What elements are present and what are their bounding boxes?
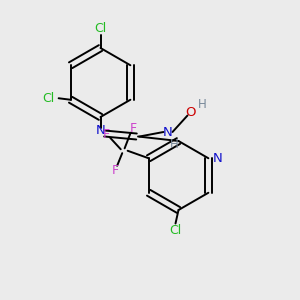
Text: N: N — [96, 124, 105, 137]
Text: Cl: Cl — [94, 22, 106, 35]
Text: H: H — [198, 98, 207, 112]
Text: F: F — [103, 128, 110, 141]
Text: Cl: Cl — [42, 92, 54, 105]
Text: Cl: Cl — [169, 224, 181, 237]
Text: H: H — [170, 137, 179, 151]
Text: N: N — [163, 125, 173, 139]
Text: N: N — [213, 152, 223, 165]
Text: F: F — [130, 122, 137, 135]
Text: F: F — [112, 164, 119, 177]
Text: O: O — [185, 106, 196, 119]
